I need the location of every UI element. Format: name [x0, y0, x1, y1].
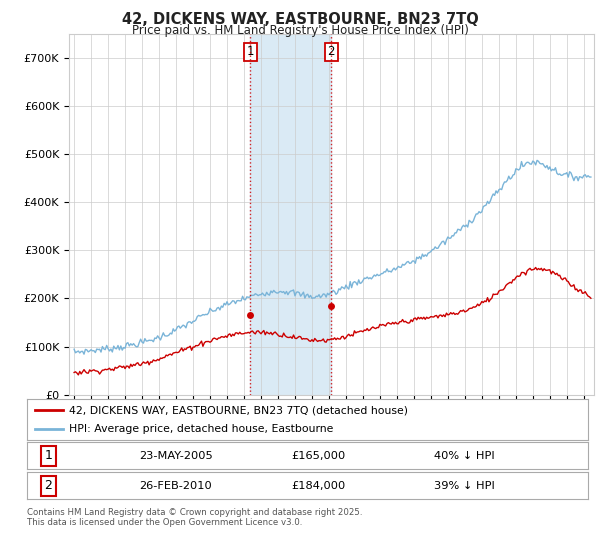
Text: 23-MAY-2005: 23-MAY-2005 [139, 451, 213, 461]
Text: 39% ↓ HPI: 39% ↓ HPI [434, 480, 495, 491]
Text: 1: 1 [44, 449, 52, 463]
Text: HPI: Average price, detached house, Eastbourne: HPI: Average price, detached house, East… [69, 424, 334, 433]
Text: 1: 1 [247, 45, 254, 58]
Text: 2: 2 [44, 479, 52, 492]
Text: 42, DICKENS WAY, EASTBOURNE, BN23 7TQ (detached house): 42, DICKENS WAY, EASTBOURNE, BN23 7TQ (d… [69, 405, 408, 415]
Text: Contains HM Land Registry data © Crown copyright and database right 2025.
This d: Contains HM Land Registry data © Crown c… [27, 508, 362, 528]
Bar [250, 34, 331, 395]
Text: 26-FEB-2010: 26-FEB-2010 [139, 480, 212, 491]
Text: £165,000: £165,000 [292, 451, 346, 461]
Text: £184,000: £184,000 [292, 480, 346, 491]
Text: 40% ↓ HPI: 40% ↓ HPI [434, 451, 495, 461]
Text: 2: 2 [328, 45, 335, 58]
Text: 42, DICKENS WAY, EASTBOURNE, BN23 7TQ: 42, DICKENS WAY, EASTBOURNE, BN23 7TQ [122, 12, 478, 27]
Text: Price paid vs. HM Land Registry's House Price Index (HPI): Price paid vs. HM Land Registry's House … [131, 24, 469, 37]
